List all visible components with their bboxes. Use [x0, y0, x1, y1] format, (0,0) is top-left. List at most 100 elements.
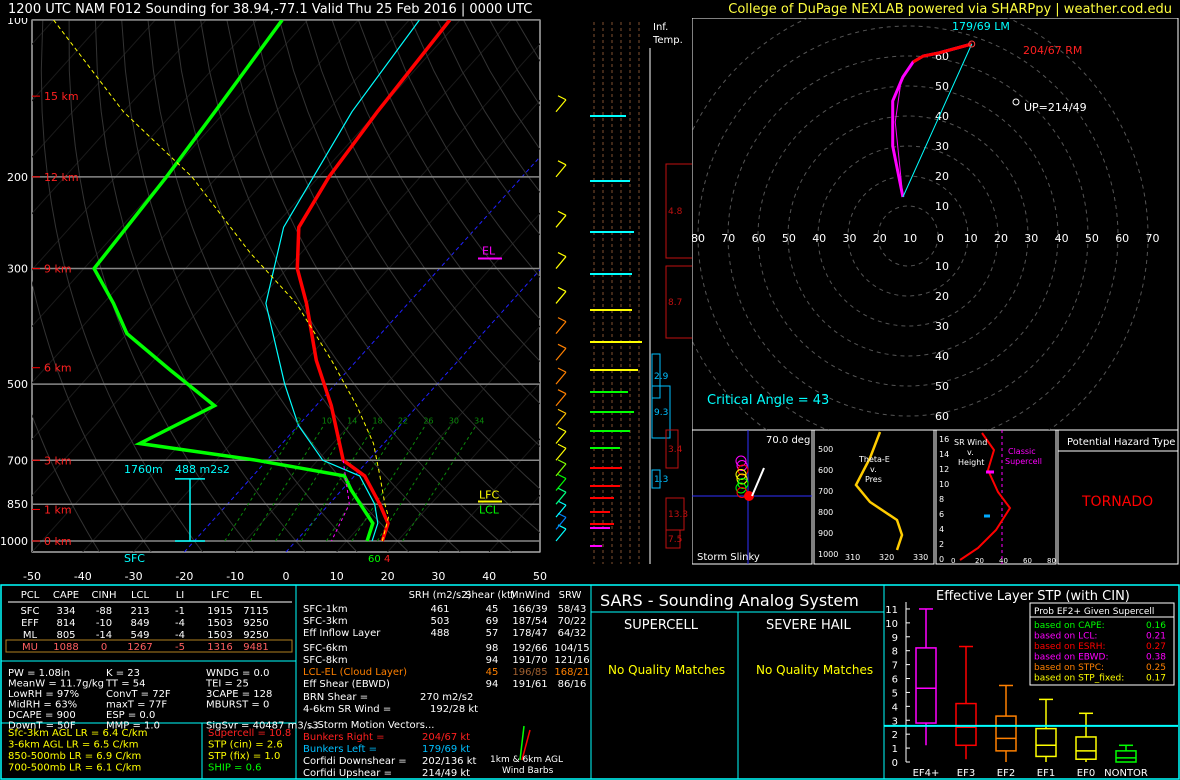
- parcel-cell: -14: [96, 630, 112, 641]
- index-value: WNDG = 0.0: [206, 668, 269, 679]
- isotherm: [32, 20, 410, 440]
- sars-hail-result: No Quality Matches: [756, 663, 873, 677]
- lfc-label: LFC: [479, 489, 499, 502]
- kin-header: Shear (kt): [465, 590, 515, 601]
- kin-shear: 45: [486, 604, 499, 615]
- thetae-p-label: 500: [818, 445, 833, 454]
- kin-mnwind: 192/66: [512, 643, 547, 654]
- parcel-cell: 334: [56, 606, 75, 617]
- lapse-rate: 700-500mb LR = 6.1 C/km: [8, 763, 141, 774]
- index-value: DownT = 50F: [8, 721, 76, 732]
- stp-y-tick: 2: [892, 730, 898, 741]
- hodo-x-tick: 40: [812, 232, 826, 245]
- thetae-title-3: Pres: [865, 475, 882, 484]
- wind-barb: [555, 528, 567, 542]
- slinky-base: [744, 491, 754, 501]
- stp-category: NONTOR: [1104, 768, 1148, 779]
- stp-y-tick: 6: [892, 675, 898, 686]
- srwind-y-label: 4: [939, 525, 944, 534]
- wind-barb: [555, 431, 567, 444]
- skewt-ticks: 100 200 300 500 700 850 1000 -50 -40 -30 -20 -10 0 10…: [0, 18, 547, 583]
- wind-barb: [555, 256, 567, 269]
- composite-index: STP (fix) = 1.0: [208, 751, 280, 762]
- hodo-ring: [692, 18, 1149, 432]
- wind-barb-flag: [557, 343, 567, 349]
- kin-mnwind: 187/54: [512, 616, 547, 627]
- hodo-ring: [787, 115, 1029, 357]
- hodo-ring-label: 40: [935, 110, 949, 123]
- lapse-block: Sfc-3km AGL LR = 6.4 C/km3-6km AGL LR = …: [8, 728, 147, 774]
- kin-shear: 98: [486, 643, 499, 654]
- temp-tick: 50: [533, 570, 547, 583]
- wind-barb-flag: [557, 317, 567, 323]
- wind-barb-flag: [557, 389, 567, 395]
- pressure-tick: 200: [7, 171, 28, 184]
- kin-mnwind: 191/61: [512, 679, 547, 690]
- index-value: MBURST = 0: [206, 700, 269, 711]
- stp-y-tick: 10: [885, 619, 898, 630]
- skewt-annotations: 2 10 14 18 22 26 30 34 15 km 12 km 9 km 6 km 3 km 1 k…: [32, 90, 567, 565]
- temp-tick: 10: [330, 570, 344, 583]
- stp-category: EF1: [1037, 768, 1055, 779]
- stp-y-tick: 9: [892, 633, 898, 644]
- skewt-chart: 100 200 300 500 700 850 1000 -50 -40 -30 -20 -10 0 10…: [0, 18, 567, 583]
- sfc-temp: 60: [368, 554, 381, 565]
- page-title: 1200 UTC NAM F012 Sounding for 38.94,-77…: [8, 2, 533, 17]
- skewt-grid: [32, 20, 540, 552]
- mixing-ratio-line: [275, 425, 350, 542]
- composite-index: STP (cin) = 2.6: [208, 740, 283, 751]
- thetae-frame: [813, 430, 935, 565]
- hodo-ring-label: 10: [935, 200, 949, 213]
- pressure-tick: 100: [7, 18, 28, 27]
- isotherm: [32, 20, 359, 384]
- pressure-tick: 850: [7, 498, 28, 511]
- prob-row-label: based on EBWD:: [1034, 653, 1109, 663]
- kin-row-label: SFC-8km: [303, 655, 348, 666]
- prob-row-label: based on ESRH:: [1034, 642, 1106, 652]
- kin-shear: 94: [486, 655, 499, 666]
- inflow-bar: [665, 163, 694, 259]
- classic-label-1: Classic: [1008, 447, 1036, 456]
- parcel-cell: 9250: [243, 618, 268, 629]
- hodo-x-tick: 60: [752, 232, 766, 245]
- kin-srh: 461: [430, 604, 449, 615]
- stp-category: EF2: [997, 768, 1015, 779]
- thetae-title-1: Theta-E: [858, 455, 890, 464]
- slinky-angle: 70.0 deg: [766, 435, 810, 446]
- temp-tick: 0: [283, 570, 290, 583]
- dry-adiabat: [32, 414, 100, 552]
- parcel-header: LFC: [211, 590, 229, 601]
- wind-barb-flag: [557, 443, 567, 449]
- parcel-header: EL: [250, 590, 262, 601]
- hodo-ring-label: 10: [935, 260, 949, 273]
- composite-index: Supercell = 10.8: [208, 728, 291, 739]
- lapse-rate: 3-6km AGL LR = 6.5 C/km: [8, 740, 138, 751]
- srwind-x-label: 40: [999, 557, 1008, 565]
- hazard-frame: [1057, 430, 1179, 565]
- dry-adiabat: [200, 20, 512, 552]
- kin-srw: 121/16: [554, 655, 589, 666]
- stp-y-tick: 3: [892, 716, 898, 727]
- hodo-x-tick: 60: [1115, 232, 1129, 245]
- barb-6km: [521, 729, 531, 761]
- motion-value: 179/69 kt: [422, 744, 470, 755]
- isotherm: [32, 20, 207, 215]
- pressure-tick: 1000: [0, 535, 28, 548]
- slinky-circle: [735, 455, 747, 467]
- kin-mnwind: 196/85: [512, 667, 547, 678]
- index-value: ESP = 0.0: [106, 710, 155, 721]
- parcel-cell: 1088: [53, 642, 78, 653]
- stp-category: EF0: [1077, 768, 1095, 779]
- kin-srw: 58/43: [558, 604, 587, 615]
- temp-tick: -30: [125, 570, 143, 583]
- isotherm: [32, 20, 308, 327]
- sars-supercell-result: No Quality Matches: [608, 663, 725, 677]
- hodo-x-tick: 20: [873, 232, 887, 245]
- kin-shear: 57: [486, 628, 499, 639]
- motion-label: Bunkers Left =: [303, 744, 377, 755]
- hodo-x-tick: 30: [1024, 232, 1038, 245]
- profile-temperature: [295, 20, 452, 542]
- srwind-title-1: SR Wind: [954, 438, 987, 447]
- temp-tick: 40: [482, 570, 496, 583]
- prob-row-value: 0.17: [1146, 674, 1166, 684]
